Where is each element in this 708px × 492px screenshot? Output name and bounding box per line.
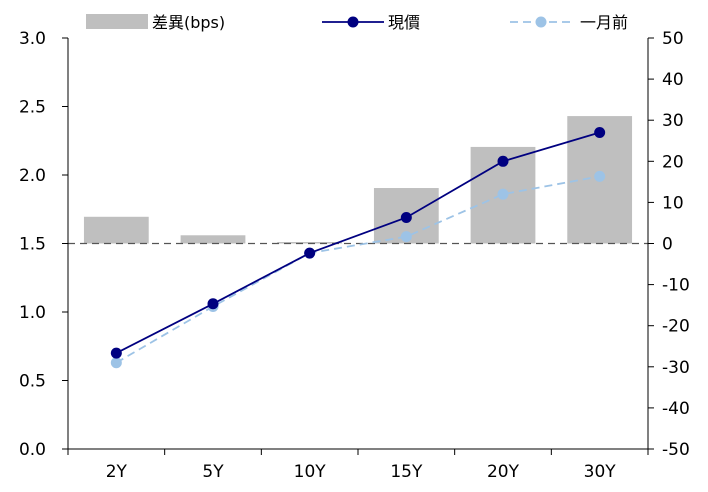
y-right-tick-label: -50 (662, 440, 690, 460)
point-current-2Y (110, 347, 122, 359)
x-tick-label: 5Y (202, 462, 224, 482)
x-tick-label: 2Y (106, 462, 128, 482)
legend-label-month-ago: 一月前 (580, 13, 628, 32)
point-current-15Y (400, 211, 412, 223)
y-left-tick-label: 2.0 (19, 166, 46, 186)
y-left-tick-label: 3.0 (19, 29, 46, 49)
y-right-tick-label: 20 (662, 152, 684, 172)
y-right-tick-label: 10 (662, 193, 684, 213)
x-tick-label: 10Y (294, 462, 327, 482)
y-right-tick-label: 30 (662, 111, 684, 131)
legend-swatch-diff (86, 14, 148, 29)
y-left-tick-label: 0.0 (19, 440, 46, 460)
bar-10Y (277, 242, 343, 244)
axes: 0.0 0.5 1.0 1.5 2.0 2.5 3.0 -50 -40 -30 -20 -10 0 10 2… (19, 29, 690, 482)
point-month-ago-2Y (110, 357, 122, 369)
y-right-tick-label: -40 (662, 399, 690, 419)
y-left-tick-label: 1.5 (19, 235, 46, 255)
legend-label-current: 現價 (388, 13, 420, 32)
x-tick-label: 20Y (487, 462, 520, 482)
y-right-tick-label: 50 (662, 29, 684, 49)
point-current-20Y (497, 155, 509, 167)
x-tick-label: 15Y (390, 462, 423, 482)
y-left-tick-label: 2.5 (19, 98, 46, 118)
y-right-tick-label: -20 (662, 317, 690, 337)
legend-label-diff: 差異(bps) (152, 13, 225, 32)
y-right-tick-label: -30 (662, 358, 690, 378)
y-right-tick-label: 40 (662, 70, 684, 90)
y-left-tick-label: 0.5 (19, 372, 46, 392)
series-line-current (115, 131, 600, 354)
legend-marker-current (347, 16, 359, 28)
point-current-10Y (304, 247, 316, 259)
series-line-month-ago (115, 175, 600, 364)
y-left-tick-label: 1.0 (19, 303, 46, 323)
point-month-ago-30Y (594, 170, 606, 182)
y-right-tick-label: 0 (662, 235, 673, 255)
point-month-ago-20Y (497, 188, 509, 200)
x-tick-label: 30Y (584, 462, 617, 482)
point-current-30Y (594, 127, 606, 139)
legend-marker-month-ago (535, 16, 547, 28)
point-current-5Y (207, 298, 219, 310)
line-series (110, 127, 606, 369)
legend: 差異(bps) 現價 一月前 (86, 13, 628, 32)
y-right-tick-label: -10 (662, 276, 690, 296)
bar-2Y (83, 216, 149, 244)
bar-5Y (180, 235, 246, 244)
bar-series (83, 116, 633, 244)
point-month-ago-15Y (400, 231, 412, 243)
